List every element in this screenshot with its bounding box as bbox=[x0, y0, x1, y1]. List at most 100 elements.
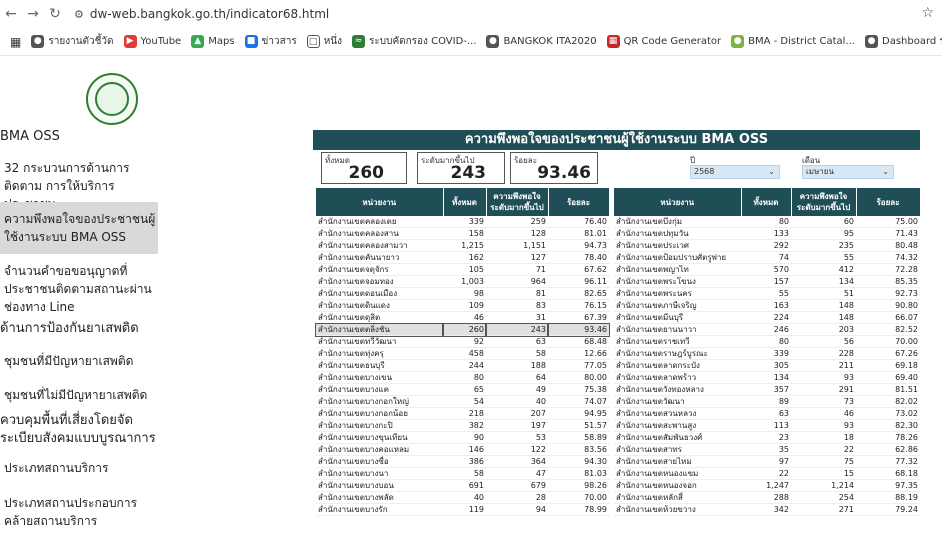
table-row[interactable]: สำนักงานเขตสาทร 35 22 62.86 bbox=[614, 443, 920, 457]
table-row[interactable]: สำนักงานเขตจตุจักร 105 71 67.62 bbox=[316, 263, 609, 277]
table-row[interactable]: สำนักงานเขตราษฎร์บูรณะ 339 228 67.26 bbox=[614, 347, 920, 361]
cell-percent: 77.05 bbox=[548, 359, 609, 373]
table-row[interactable]: สำนักงานเขตหนองแขม 22 15 68.18 bbox=[614, 467, 920, 481]
cell-total: 113 bbox=[741, 419, 791, 433]
sidebar-item-drug-free-communities[interactable]: ชุมชนที่ไม่มีปัญหายาเสพติด bbox=[4, 388, 148, 402]
table-row[interactable]: สำนักงานเขตบางบอน 691 679 98.26 bbox=[316, 479, 609, 493]
cell-satisfied: 197 bbox=[486, 419, 548, 433]
col-header-percent[interactable]: ร้อยละ bbox=[548, 188, 610, 216]
bookmark-star-icon[interactable]: ☆ bbox=[921, 5, 934, 21]
cell-percent: 76.15 bbox=[548, 299, 609, 313]
cell-percent: 96.11 bbox=[548, 275, 609, 289]
bookmark-item[interactable]: ▲ Maps bbox=[191, 35, 235, 48]
kpi-percent-value: 93.46 bbox=[537, 163, 591, 183]
col-header-unit[interactable]: หน่วยงาน bbox=[316, 188, 444, 216]
sidebar-item-risk-areas[interactable]: ควบคุมพื้นที่เสี่ยงโดยจัด ระเบียบสังคมแบ… bbox=[0, 413, 156, 446]
cell-satisfied: 243 bbox=[485, 322, 549, 337]
table-row[interactable]: สำนักงานเขตคลองเตย 339 259 76.40 bbox=[316, 216, 609, 229]
table-row[interactable]: สำนักงานเขตบางพลัด 40 28 70.00 bbox=[316, 491, 609, 505]
bookmark-item[interactable]: ■ ข่าวสาร bbox=[244, 34, 297, 49]
table-row[interactable]: สำนักงานเขตปทุมวัน 133 95 71.43 bbox=[614, 227, 920, 241]
table-row[interactable]: สำนักงานเขตห้วยขวาง 342 271 79.24 bbox=[614, 503, 920, 517]
cell-percent: 88.19 bbox=[856, 491, 920, 505]
url-field[interactable]: ⚙ dw-web.bangkok.go.th/indicator68.html bbox=[74, 7, 329, 21]
table-row[interactable]: สำนักงานเขตพระนคร 55 51 92.73 bbox=[614, 287, 920, 301]
sidebar-item-service-types[interactable]: ประเภทสถานบริการ bbox=[4, 461, 109, 475]
sidebar-item-drug-communities[interactable]: ชุมชนที่มีปัญหายาเสพติด bbox=[4, 354, 134, 368]
table-row[interactable]: สำนักงานเขตยานนาวา 246 203 82.52 bbox=[614, 323, 920, 337]
table-row[interactable]: สำนักงานเขตภาษีเจริญ 163 148 90.80 bbox=[614, 299, 920, 313]
table-row[interactable]: สำนักงานเขตบางเขน 80 64 80.00 bbox=[316, 371, 609, 385]
cell-total: 74 bbox=[741, 251, 791, 265]
table-row[interactable]: สำนักงานเขตป้อมปราบศัตรูพ่าย 74 55 74.32 bbox=[614, 251, 920, 265]
table-row[interactable]: สำนักงานเขตบึงกุ่ม 80 60 75.00 bbox=[614, 216, 920, 229]
bookmark-item[interactable]: ▦ QR Code Generator bbox=[606, 35, 721, 48]
back-icon[interactable]: ← bbox=[5, 6, 17, 22]
forward-icon[interactable]: → bbox=[27, 6, 39, 22]
cell-unit: สำนักงานเขตสวนหลวง bbox=[614, 407, 741, 421]
apps-icon[interactable]: ▦ bbox=[10, 34, 22, 49]
table-row[interactable]: สำนักงานเขตหนองจอก 1,247 1,214 97.35 bbox=[614, 479, 920, 493]
bookmark-item[interactable]: ● BMA - District Catal... bbox=[731, 35, 855, 48]
bookmark-item[interactable]: ●Dashboard ระบบบันที่... bbox=[865, 34, 942, 49]
table-row[interactable]: สำนักงานเขตดุสิต 46 31 67.39 bbox=[316, 311, 609, 325]
table-row[interactable]: สำนักงานเขตวังทองหลาง 357 291 81.51 bbox=[614, 383, 920, 397]
table-row[interactable]: สำนักงานเขตพญาไท 570 412 72.28 bbox=[614, 263, 920, 277]
table-row[interactable]: สำนักงานเขตบางรัก 119 94 78.99 bbox=[316, 503, 609, 517]
table-row[interactable]: สำนักงานเขตดินแดง 109 83 76.15 bbox=[316, 299, 609, 313]
col-header-satisfied[interactable]: ความพึงพอใจ ระดับมากขึ้นไป bbox=[791, 188, 857, 216]
table-row[interactable]: สำนักงานเขตลาดพร้าว 134 93 69.40 bbox=[614, 371, 920, 385]
cell-total: 63 bbox=[741, 407, 791, 421]
table-row[interactable]: สำนักงานเขตมีนบุรี 224 148 66.07 bbox=[614, 311, 920, 325]
reload-icon[interactable]: ↻ bbox=[49, 6, 61, 22]
table-row[interactable]: สำนักงานเขตบางซื่อ 386 364 94.30 bbox=[316, 455, 609, 469]
col-header-percent[interactable]: ร้อยละ bbox=[856, 188, 921, 216]
bookmark-item[interactable]: ● BANGKOK ITA2020 bbox=[486, 35, 597, 48]
table-row[interactable]: สำนักงานเขตจอมทอง 1,003 964 96.11 bbox=[316, 275, 609, 289]
table-row[interactable]: สำนักงานเขตดอนเมือง 98 81 82.65 bbox=[316, 287, 609, 301]
col-header-satisfied[interactable]: ความพึงพอใจ ระดับมากขึ้นไป bbox=[486, 188, 549, 216]
cell-satisfied: 28 bbox=[486, 491, 548, 505]
bookmark-item[interactable]: □ หนึ่ง bbox=[306, 34, 342, 49]
month-filter-label: เดือน bbox=[802, 156, 821, 165]
sidebar-item-bma-oss[interactable]: BMA OSS bbox=[0, 129, 60, 144]
table-row[interactable]: สำนักงานเขตทุ่งครุ 458 58 12.66 bbox=[316, 347, 609, 361]
table-row[interactable]: สำนักงานเขตสายไหม 97 75 77.32 bbox=[614, 455, 920, 469]
sidebar-item-satisfaction[interactable]: ความพึงพอใจของประชาชนผู้ ใช้งานระบบ BMA … bbox=[0, 202, 158, 254]
col-header-total[interactable]: ทั้งหมด bbox=[741, 188, 792, 216]
table-row[interactable]: สำนักงานเขตลาดกระบัง 305 211 69.18 bbox=[614, 359, 920, 373]
table-row[interactable]: สำนักงานเขตสะพานสูง 113 93 82.30 bbox=[614, 419, 920, 433]
url-text[interactable]: dw-web.bangkok.go.th/indicator68.html bbox=[89, 7, 330, 21]
table-row[interactable]: สำนักงานเขตบางคอแหลม 146 122 83.56 bbox=[316, 443, 609, 457]
table-row[interactable]: สำนักงานเขตทวีวัฒนา 92 63 68.48 bbox=[316, 335, 609, 349]
table-row[interactable]: สำนักงานเขตบางขุนเทียน 90 53 58.89 bbox=[316, 431, 609, 445]
table-row[interactable]: สำนักงานเขตสัมพันธวงศ์ 23 18 78.26 bbox=[614, 431, 920, 445]
table-row[interactable]: สำนักงานเขตคันนายาว 162 127 78.40 bbox=[316, 251, 609, 265]
sidebar-item-business-types[interactable]: ประเภทสถานประกอบการ คล้ายสถานบริการ bbox=[4, 496, 138, 528]
table-row[interactable]: สำนักงานเขตบางกอกน้อย 218 207 94.95 bbox=[316, 407, 609, 421]
sidebar-item-line-tracking[interactable]: จำนวนคำขอขอนุญาตที่ ประชาชนติดตามสถานะผ่… bbox=[4, 264, 152, 314]
table-row[interactable]: สำนักงานเขตบางกอกใหญ่ 54 40 74.07 bbox=[316, 395, 609, 409]
col-header-total[interactable]: ทั้งหมด bbox=[443, 188, 487, 216]
month-dropdown[interactable]: เมษายน ⌄ bbox=[802, 165, 894, 179]
table-row[interactable]: สำนักงานเขตราชเทวี 80 56 70.00 bbox=[614, 335, 920, 349]
table-row[interactable]: สำนักงานเขตสวนหลวง 63 46 73.02 bbox=[614, 407, 920, 421]
sidebar-item-drug-prevention[interactable]: ด้านการป้องกันยาเสพติด bbox=[0, 321, 139, 336]
year-dropdown[interactable]: 2568 ⌄ bbox=[690, 165, 780, 179]
col-header-unit[interactable]: หน่วยงาน bbox=[614, 188, 742, 216]
site-info-icon[interactable]: ⚙ bbox=[74, 7, 84, 21]
table-row[interactable]: สำนักงานเขตบางนา 58 47 81.03 bbox=[316, 467, 609, 481]
table-row[interactable]: สำนักงานเขตบางกะปิ 382 197 51.57 bbox=[316, 419, 609, 433]
table-row[interactable]: สำนักงานเขตประเวศ 292 235 80.48 bbox=[614, 239, 920, 253]
bookmark-item[interactable]: ≈ ระบบคัดกรอง COVID-... bbox=[352, 34, 476, 49]
table-row[interactable]: สำนักงานเขตบางแค 65 49 75.38 bbox=[316, 383, 609, 397]
table-row[interactable]: สำนักงานเขตตลิ่งชัน 260 243 93.46 bbox=[315, 322, 610, 337]
table-row[interactable]: สำนักงานเขตพระโขนง 157 134 85.35 bbox=[614, 275, 920, 289]
table-row[interactable]: สำนักงานเขตธนบุรี 244 188 77.05 bbox=[316, 359, 609, 373]
table-row[interactable]: สำนักงานเขตคลองสามวา 1,215 1,151 94.73 bbox=[316, 239, 609, 253]
bookmark-item[interactable]: ▶ YouTube bbox=[123, 35, 181, 48]
table-row[interactable]: สำนักงานเขตวัฒนา 89 73 82.02 bbox=[614, 395, 920, 409]
table-row[interactable]: สำนักงานเขตหลักสี่ 288 254 88.19 bbox=[614, 491, 920, 505]
table-row[interactable]: สำนักงานเขตคลองสาน 158 128 81.01 bbox=[316, 227, 609, 241]
bookmark-item[interactable]: ● รายงานตัวชี้วัด bbox=[31, 34, 114, 49]
